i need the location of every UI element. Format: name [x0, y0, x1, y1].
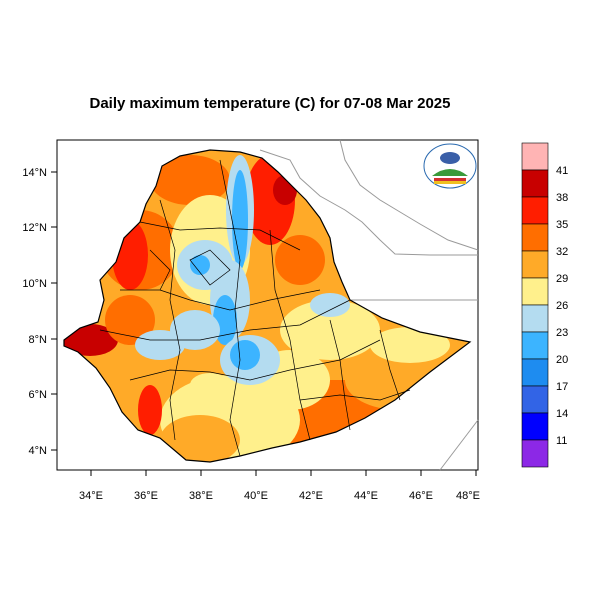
color-bar-swatch — [521, 385, 549, 414]
x-axis: 34°E 36°E 38°E 40°E 42°E 44°E 46°E 48°E — [79, 470, 480, 502]
color-bar-label: 29 — [556, 273, 568, 285]
color-bar-label: 35 — [556, 219, 568, 231]
y-tick-label: 8°N — [29, 334, 48, 346]
x-tick-label: 36°E — [134, 490, 158, 502]
color-bar-label: 32 — [556, 246, 568, 258]
y-tick-label: 12°N — [22, 222, 47, 234]
color-bar-swatch — [521, 169, 549, 198]
color-bar-label: 38 — [556, 192, 568, 204]
x-tick-label: 44°E — [354, 490, 378, 502]
color-bar-swatch — [521, 277, 549, 306]
color-bar-swatch — [521, 223, 549, 252]
x-tick-label: 42°E — [299, 490, 323, 502]
x-tick-label: 48°E — [456, 490, 480, 502]
color-bar-label: 20 — [556, 354, 568, 366]
x-tick-label: 40°E — [244, 490, 268, 502]
x-tick-label: 46°E — [409, 490, 433, 502]
map-title: Daily maximum temperature (C) for 07-08 … — [89, 95, 451, 112]
x-tick-label: 34°E — [79, 490, 103, 502]
y-tick-label: 14°N — [22, 167, 47, 179]
color-bar-swatch — [521, 304, 549, 333]
y-tick-label: 6°N — [29, 389, 48, 401]
color-bar-swatch — [521, 331, 549, 360]
ethiopian-meteorology-institute-logo — [423, 143, 477, 189]
color-bar-legend — [521, 142, 549, 468]
color-bar-swatch — [521, 358, 549, 387]
x-tick-label: 38°E — [189, 490, 213, 502]
color-bar-label: 41 — [556, 165, 568, 177]
color-bar-label: 14 — [556, 408, 568, 420]
admin-borders — [99, 159, 411, 457]
color-bar-swatch — [521, 196, 549, 225]
y-tick-label: 4°N — [29, 445, 48, 457]
color-bar-label: 11 — [556, 435, 567, 447]
color-bar-label: 26 — [556, 300, 568, 312]
color-bar-label: 23 — [556, 327, 568, 339]
color-bar-swatch — [521, 142, 549, 171]
y-axis: 14°N 12°N 10°N 8°N 6°N 4°N — [22, 167, 57, 457]
neighbor-borders — [259, 139, 479, 471]
color-bar-swatch — [521, 250, 549, 279]
y-tick-label: 10°N — [22, 278, 47, 290]
color-bar-labels: 41 38 35 32 29 26 23 20 17 14 11 — [556, 165, 568, 447]
color-bar-swatch — [521, 412, 549, 441]
color-bar-label: 17 — [556, 381, 568, 393]
color-bar-swatch — [521, 439, 549, 468]
